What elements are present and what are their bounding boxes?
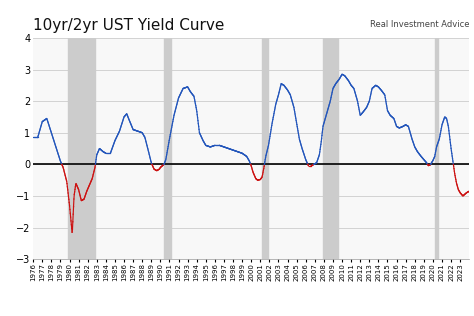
Bar xyxy=(262,38,268,259)
Bar xyxy=(164,38,171,259)
Bar xyxy=(323,38,337,259)
Text: Real Investment Advice: Real Investment Advice xyxy=(370,20,469,29)
Text: 10yr/2yr UST Yield Curve: 10yr/2yr UST Yield Curve xyxy=(33,18,225,33)
Bar xyxy=(68,38,95,259)
Bar xyxy=(435,38,438,259)
